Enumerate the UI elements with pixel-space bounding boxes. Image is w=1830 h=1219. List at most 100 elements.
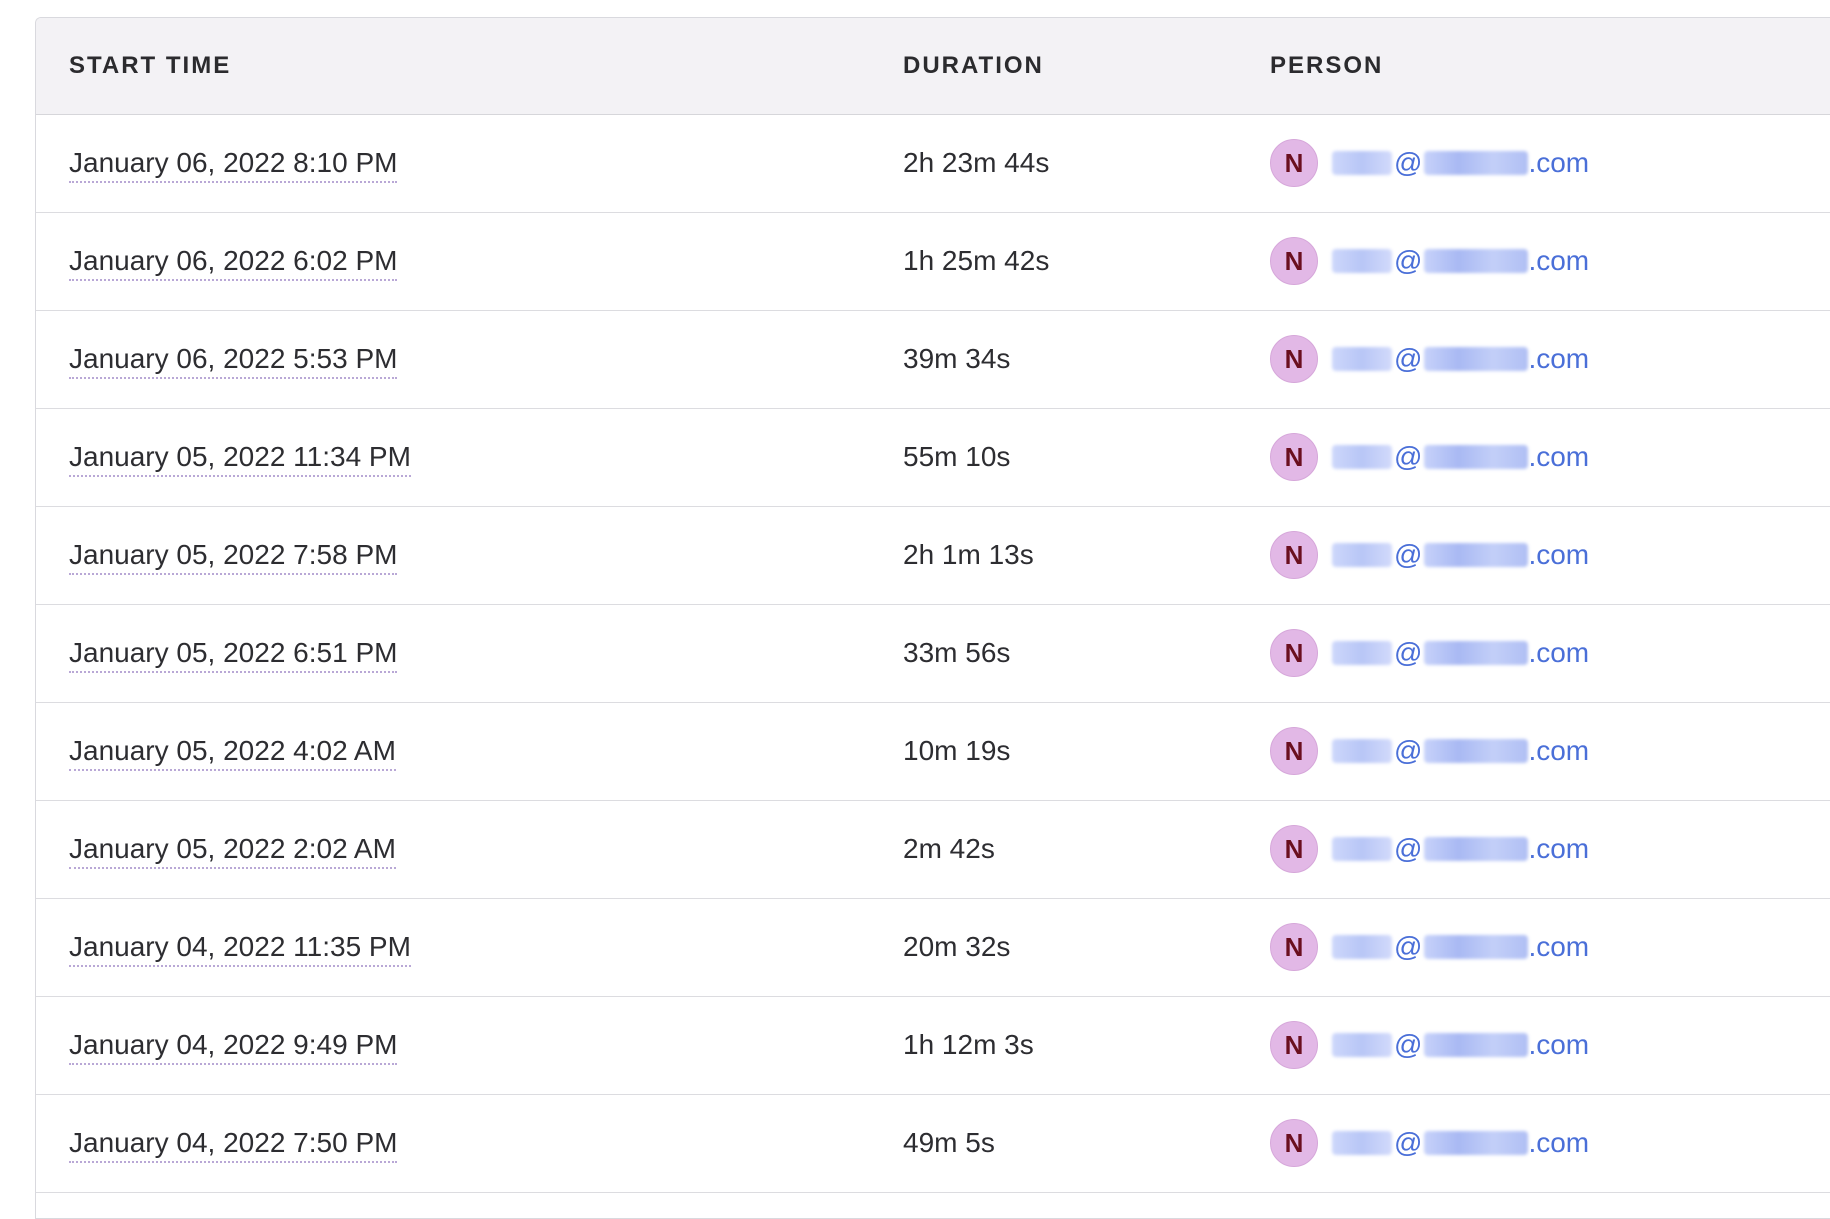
redacted-username [1332, 1131, 1392, 1155]
person-link[interactable]: N @ .com [1270, 432, 1589, 482]
avatar: N [1270, 1021, 1318, 1069]
duration-value: 2m 42s [903, 833, 995, 864]
person-email[interactable]: @ .com [1332, 735, 1589, 767]
table-row[interactable]: January 05, 2022 6:51 PM 33m 56s N @ .co… [36, 605, 1830, 703]
start-time-link[interactable]: January 06, 2022 8:10 PM [69, 145, 398, 183]
redacted-domain [1424, 1033, 1529, 1057]
person-email[interactable]: @ .com [1332, 1029, 1589, 1061]
avatar: N [1270, 139, 1318, 187]
person-email[interactable]: @ .com [1332, 147, 1589, 179]
table-row[interactable]: January 04, 2022 9:49 PM 1h 12m 3s N @ .… [36, 997, 1830, 1095]
person-link[interactable]: N @ .com [1270, 530, 1589, 580]
email-at-sign: @ [1394, 245, 1423, 276]
duration-value: 20m 32s [903, 931, 1011, 962]
email-at-sign: @ [1394, 1029, 1423, 1060]
redacted-domain [1424, 347, 1529, 371]
redacted-domain [1424, 1131, 1529, 1155]
person-link[interactable]: N @ .com [1270, 1118, 1589, 1168]
person-email[interactable]: @ .com [1332, 245, 1589, 277]
email-tld: .com [1528, 343, 1590, 374]
start-time-link[interactable]: January 04, 2022 9:49 PM [69, 1027, 398, 1065]
redacted-username [1332, 739, 1392, 763]
start-time-link[interactable]: January 05, 2022 11:34 PM [69, 439, 411, 477]
email-tld: .com [1528, 1127, 1590, 1158]
avatar: N [1270, 923, 1318, 971]
email-tld: .com [1528, 735, 1590, 766]
email-tld: .com [1528, 147, 1590, 178]
duration-value: 1h 25m 42s [903, 245, 1050, 276]
email-tld: .com [1528, 1029, 1590, 1060]
redacted-username [1332, 837, 1392, 861]
email-at-sign: @ [1394, 735, 1423, 766]
start-time-link[interactable]: January 06, 2022 5:53 PM [69, 341, 398, 379]
avatar: N [1270, 335, 1318, 383]
email-tld: .com [1528, 441, 1590, 472]
table-row[interactable]: January 05, 2022 2:02 AM 2m 42s N @ .com [36, 801, 1830, 899]
person-link[interactable]: N @ .com [1270, 628, 1589, 678]
email-at-sign: @ [1394, 637, 1423, 668]
person-link[interactable]: N @ .com [1270, 824, 1589, 874]
duration-value: 10m 19s [903, 735, 1011, 766]
table-header: START TIME DURATION PERSON [36, 18, 1830, 115]
start-time-link[interactable]: January 06, 2022 6:02 PM [69, 243, 398, 281]
duration-value: 1h 12m 3s [903, 1029, 1034, 1060]
avatar: N [1270, 629, 1318, 677]
email-at-sign: @ [1394, 147, 1423, 178]
start-time-link[interactable]: January 05, 2022 6:51 PM [69, 635, 398, 673]
redacted-domain [1424, 935, 1529, 959]
redacted-domain [1424, 739, 1529, 763]
email-at-sign: @ [1394, 343, 1423, 374]
person-email[interactable]: @ .com [1332, 343, 1589, 375]
column-header-start-time[interactable]: START TIME [69, 52, 232, 79]
email-tld: .com [1528, 637, 1590, 668]
avatar: N [1270, 727, 1318, 775]
column-header-person[interactable]: PERSON [1270, 52, 1384, 79]
start-time-link[interactable]: January 05, 2022 2:02 AM [69, 831, 396, 869]
table-row[interactable]: January 06, 2022 5:53 PM 39m 34s N @ .co… [36, 311, 1830, 409]
duration-value: 2h 1m 13s [903, 539, 1034, 570]
email-at-sign: @ [1394, 441, 1423, 472]
duration-value: 39m 34s [903, 343, 1011, 374]
table-row[interactable]: January 04, 2022 11:35 PM 20m 32s N @ .c… [36, 899, 1830, 997]
email-at-sign: @ [1394, 833, 1423, 864]
start-time-link[interactable]: January 04, 2022 7:50 PM [69, 1125, 398, 1163]
table-row[interactable]: January 04, 2022 7:50 PM 49m 5s N @ .com [36, 1095, 1830, 1193]
person-link[interactable]: N @ .com [1270, 334, 1589, 384]
duration-value: 2h 23m 44s [903, 147, 1050, 178]
email-tld: .com [1528, 245, 1590, 276]
email-at-sign: @ [1394, 931, 1423, 962]
person-link[interactable]: N @ .com [1270, 726, 1589, 776]
start-time-link[interactable]: January 05, 2022 4:02 AM [69, 733, 396, 771]
table-row[interactable]: January 06, 2022 6:02 PM 1h 25m 42s N @ … [36, 213, 1830, 311]
redacted-username [1332, 151, 1392, 175]
duration-value: 55m 10s [903, 441, 1011, 472]
column-header-duration[interactable]: DURATION [903, 52, 1044, 79]
person-email[interactable]: @ .com [1332, 539, 1589, 571]
person-email[interactable]: @ .com [1332, 637, 1589, 669]
person-email[interactable]: @ .com [1332, 931, 1589, 963]
redacted-domain [1424, 641, 1529, 665]
redacted-username [1332, 1033, 1392, 1057]
person-link[interactable]: N @ .com [1270, 236, 1589, 286]
table-row[interactable]: January 05, 2022 4:02 AM 10m 19s N @ .co… [36, 703, 1830, 801]
table-row[interactable]: January 05, 2022 11:34 PM 55m 10s N @ .c… [36, 409, 1830, 507]
person-email[interactable]: @ .com [1332, 833, 1589, 865]
email-tld: .com [1528, 833, 1590, 864]
table-row[interactable]: January 06, 2022 8:10 PM 2h 23m 44s N @ … [36, 115, 1830, 213]
table-row[interactable]: January 05, 2022 7:58 PM 2h 1m 13s N @ .… [36, 507, 1830, 605]
person-link[interactable]: N @ .com [1270, 922, 1589, 972]
redacted-domain [1424, 445, 1529, 469]
person-email[interactable]: @ .com [1332, 441, 1589, 473]
person-link[interactable]: N @ .com [1270, 1020, 1589, 1070]
start-time-link[interactable]: January 05, 2022 7:58 PM [69, 537, 398, 575]
redacted-username [1332, 641, 1392, 665]
redacted-domain [1424, 249, 1529, 273]
person-email[interactable]: @ .com [1332, 1127, 1589, 1159]
duration-value: 33m 56s [903, 637, 1011, 668]
person-link[interactable]: N @ .com [1270, 138, 1589, 188]
sessions-table: START TIME DURATION PERSON January 06, 2… [35, 17, 1830, 1219]
start-time-link[interactable]: January 04, 2022 11:35 PM [69, 929, 411, 967]
redacted-domain [1424, 837, 1529, 861]
redacted-username [1332, 935, 1392, 959]
email-at-sign: @ [1394, 539, 1423, 570]
